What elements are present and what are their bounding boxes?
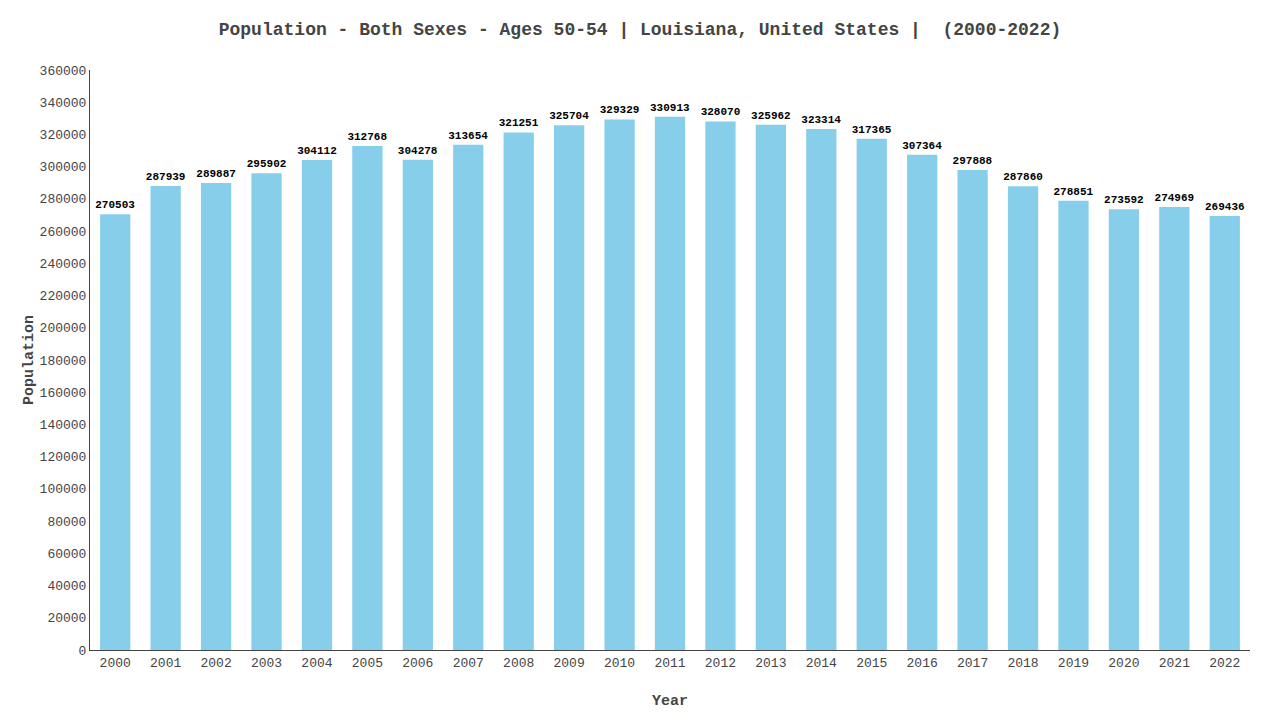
svg-text:2022: 2022 [1209, 656, 1240, 671]
svg-text:100000: 100000 [40, 482, 87, 497]
svg-text:325962: 325962 [751, 110, 791, 122]
svg-text:307364: 307364 [902, 140, 942, 152]
svg-text:60000: 60000 [47, 547, 86, 562]
svg-text:287939: 287939 [146, 171, 186, 183]
svg-text:278851: 278851 [1053, 186, 1093, 198]
svg-text:180000: 180000 [40, 354, 87, 369]
svg-text:269436: 269436 [1205, 201, 1245, 213]
svg-text:300000: 300000 [40, 160, 87, 175]
svg-text:304278: 304278 [398, 145, 438, 157]
svg-text:329329: 329329 [600, 104, 640, 116]
svg-text:2015: 2015 [856, 656, 887, 671]
svg-text:289887: 289887 [196, 168, 236, 180]
svg-text:323314: 323314 [801, 114, 841, 126]
svg-text:287860: 287860 [1003, 171, 1043, 183]
svg-text:140000: 140000 [40, 418, 87, 433]
svg-text:295902: 295902 [247, 158, 287, 170]
svg-text:2010: 2010 [604, 656, 635, 671]
svg-text:20000: 20000 [47, 611, 86, 626]
svg-text:Population: Population [21, 315, 38, 405]
svg-text:297888: 297888 [953, 155, 993, 167]
svg-text:2012: 2012 [705, 656, 736, 671]
svg-text:2019: 2019 [1058, 656, 1089, 671]
svg-text:240000: 240000 [40, 257, 87, 272]
svg-text:2017: 2017 [957, 656, 988, 671]
svg-text:304112: 304112 [297, 145, 337, 157]
svg-text:360000: 360000 [40, 64, 87, 79]
svg-text:2006: 2006 [402, 656, 433, 671]
svg-text:2020: 2020 [1108, 656, 1139, 671]
svg-text:2000: 2000 [100, 656, 131, 671]
svg-text:313654: 313654 [448, 130, 488, 142]
svg-text:2013: 2013 [755, 656, 786, 671]
svg-text:320000: 320000 [40, 128, 87, 143]
svg-text:260000: 260000 [40, 225, 87, 240]
svg-text:200000: 200000 [40, 321, 87, 336]
svg-text:2008: 2008 [503, 656, 534, 671]
svg-text:40000: 40000 [47, 579, 86, 594]
svg-text:2021: 2021 [1159, 656, 1190, 671]
svg-text:120000: 120000 [40, 450, 87, 465]
svg-text:Population - Both Sexes - Ages: Population - Both Sexes - Ages 50-54 | L… [219, 20, 1062, 40]
svg-text:2005: 2005 [352, 656, 383, 671]
svg-text:0: 0 [79, 644, 87, 659]
svg-text:2002: 2002 [200, 656, 231, 671]
svg-text:2007: 2007 [453, 656, 484, 671]
svg-text:280000: 280000 [40, 192, 87, 207]
svg-text:2009: 2009 [554, 656, 585, 671]
svg-text:Year: Year [652, 693, 688, 710]
svg-text:2018: 2018 [1007, 656, 1038, 671]
svg-text:328070: 328070 [701, 106, 741, 118]
svg-text:340000: 340000 [40, 96, 87, 111]
svg-text:2014: 2014 [806, 656, 837, 671]
svg-text:220000: 220000 [40, 289, 87, 304]
svg-text:325704: 325704 [549, 110, 589, 122]
svg-text:2001: 2001 [150, 656, 181, 671]
svg-text:2003: 2003 [251, 656, 282, 671]
svg-text:270503: 270503 [95, 199, 135, 211]
svg-text:160000: 160000 [40, 386, 87, 401]
svg-text:2011: 2011 [654, 656, 685, 671]
svg-text:317365: 317365 [852, 124, 892, 136]
svg-text:273592: 273592 [1104, 194, 1144, 206]
svg-text:2016: 2016 [907, 656, 938, 671]
svg-text:274969: 274969 [1155, 192, 1195, 204]
svg-text:312768: 312768 [347, 131, 387, 143]
svg-text:330913: 330913 [650, 102, 690, 114]
svg-text:2004: 2004 [301, 656, 332, 671]
svg-text:80000: 80000 [47, 515, 86, 530]
svg-text:321251: 321251 [499, 117, 539, 129]
